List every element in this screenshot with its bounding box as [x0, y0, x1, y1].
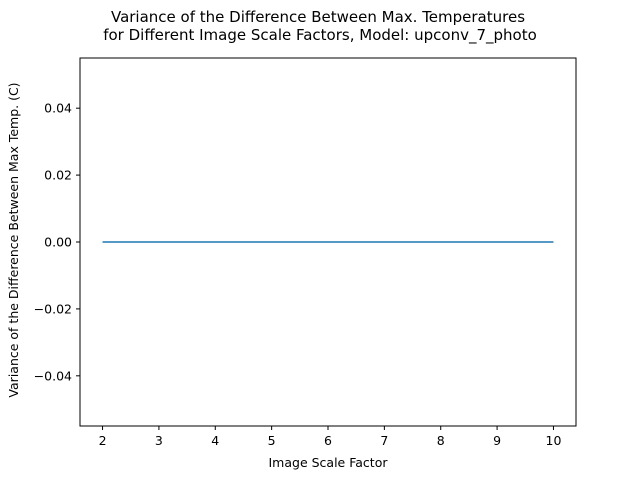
y-tick-label: −0.04	[34, 368, 72, 383]
x-axis-label: Image Scale Factor	[269, 455, 389, 470]
x-tick-label: 2	[99, 433, 107, 448]
x-tick-label: 8	[437, 433, 445, 448]
x-tick-label: 7	[380, 433, 388, 448]
x-tick-label: 6	[324, 433, 332, 448]
x-tick-label: 3	[155, 433, 163, 448]
y-tick-label: 0.02	[44, 168, 72, 183]
y-tick-label: 0.04	[44, 101, 72, 116]
x-tick-label: 5	[268, 433, 276, 448]
x-tick-label: 10	[546, 433, 562, 448]
chart-title-line-2: for Different Image Scale Factors, Model…	[103, 26, 537, 45]
chart-title-line-1: Variance of the Difference Between Max. …	[111, 8, 525, 26]
x-tick-label: 4	[211, 433, 219, 448]
chart-title: Variance of the Difference Between Max. …	[103, 8, 537, 45]
y-axis-label: Variance of the Difference Between Max T…	[6, 82, 21, 397]
plot-area: 2 3 4 5 6 7 8 9 10 −0.04 −0.02 0.00 0.02 0.04	[34, 57, 577, 448]
y-tick-label: −0.02	[34, 301, 72, 316]
y-tick-label: 0.00	[44, 235, 72, 250]
x-tick-label: 9	[493, 433, 501, 448]
